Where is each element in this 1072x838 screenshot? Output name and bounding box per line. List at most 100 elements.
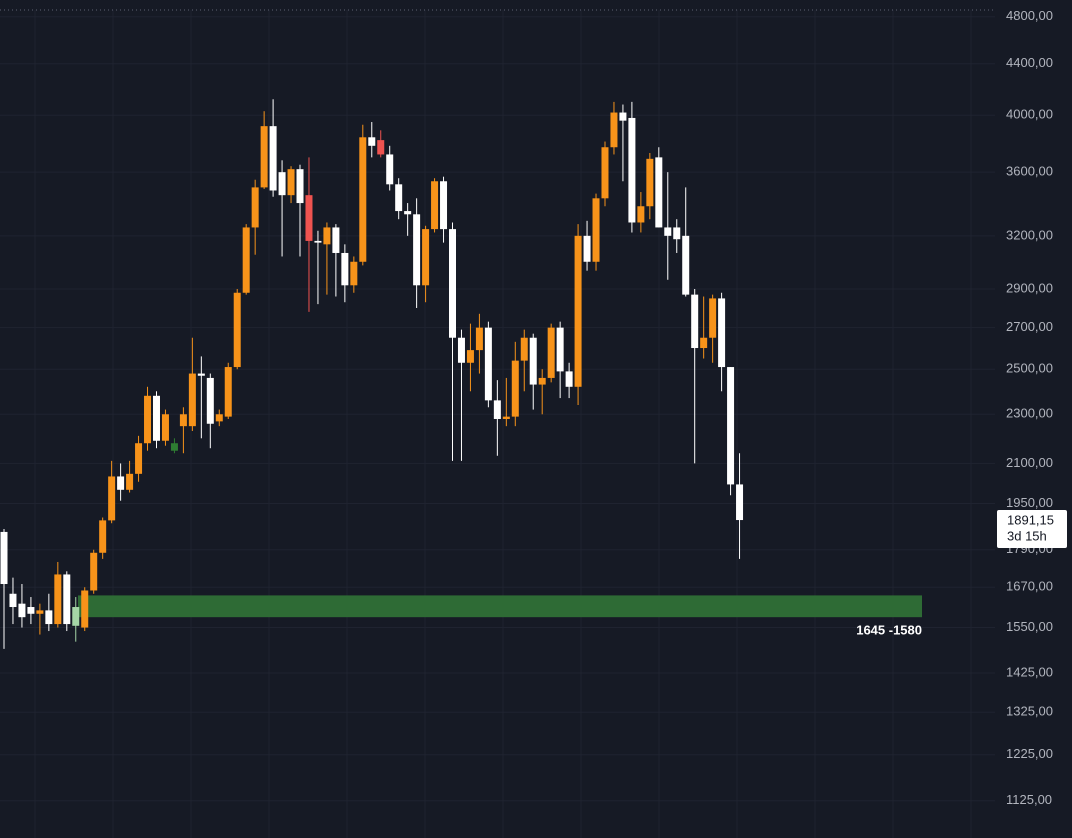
candle-body bbox=[233, 292, 241, 368]
candle-body bbox=[556, 327, 564, 372]
candle-body bbox=[215, 414, 223, 422]
y-tick-label: 4000,00 bbox=[1006, 107, 1053, 122]
y-tick-label: 3600,00 bbox=[1006, 164, 1053, 179]
candle-body bbox=[314, 240, 322, 243]
candle-body bbox=[466, 350, 474, 363]
candle-body bbox=[431, 181, 439, 230]
candle-body bbox=[395, 184, 403, 212]
candle-body bbox=[727, 367, 735, 485]
candle-body bbox=[9, 593, 17, 608]
candle-body bbox=[323, 227, 331, 245]
y-tick-label: 1125,00 bbox=[1006, 792, 1052, 807]
candle-body bbox=[422, 229, 430, 286]
candle-body bbox=[718, 298, 726, 368]
zone-label: 1645 -1580 bbox=[856, 623, 922, 638]
candle-body bbox=[583, 235, 591, 262]
candle-body bbox=[368, 137, 376, 146]
candle-body bbox=[691, 294, 699, 349]
candle-body bbox=[440, 181, 448, 230]
candle-body bbox=[350, 261, 358, 286]
candle-body bbox=[135, 443, 143, 474]
candle-body bbox=[179, 414, 187, 427]
candle-body bbox=[287, 169, 295, 196]
candle-body bbox=[404, 211, 412, 215]
y-axis: 4800,00 4400,00 4000,00 3600,00 3200,00 2900,… bbox=[997, 8, 1067, 807]
plot-area: 1645 -1580 bbox=[0, 99, 922, 649]
candle-body bbox=[332, 227, 340, 253]
candle-body bbox=[278, 172, 286, 196]
candle-body bbox=[538, 377, 546, 385]
candle-body bbox=[511, 360, 519, 417]
candle-body bbox=[646, 158, 654, 207]
candle-body bbox=[45, 610, 53, 625]
candle-body bbox=[126, 473, 134, 490]
y-tick-label: 4400,00 bbox=[1006, 55, 1053, 70]
candle-body bbox=[63, 574, 71, 625]
candle-body bbox=[736, 484, 744, 521]
candle-body bbox=[242, 227, 250, 293]
candle-body bbox=[269, 126, 277, 191]
candle-body bbox=[81, 590, 89, 628]
candle-body bbox=[628, 117, 636, 223]
candle-body bbox=[682, 235, 690, 295]
candle-body bbox=[36, 610, 44, 614]
candle-body bbox=[359, 137, 367, 262]
candle-body bbox=[27, 607, 35, 614]
candle-body bbox=[0, 531, 8, 585]
candle-body bbox=[493, 400, 501, 419]
candle-body bbox=[457, 337, 465, 363]
candle-body bbox=[655, 157, 663, 228]
candle-body bbox=[161, 414, 169, 441]
candle-body bbox=[197, 373, 205, 376]
price-box bbox=[997, 510, 1067, 549]
candle-body bbox=[637, 206, 645, 223]
candle-body bbox=[520, 337, 528, 361]
candle-body bbox=[90, 552, 98, 591]
candle-body bbox=[99, 520, 107, 553]
candle-body bbox=[529, 337, 537, 385]
candle-body bbox=[664, 227, 672, 236]
zone bbox=[78, 595, 922, 618]
candle-body bbox=[502, 416, 510, 419]
candle-body bbox=[54, 574, 62, 625]
candle-body bbox=[170, 443, 178, 451]
candle-body bbox=[117, 476, 125, 490]
candle-body bbox=[188, 373, 196, 427]
y-tick-label: 2100,00 bbox=[1006, 455, 1053, 470]
y-tick-label: 3200,00 bbox=[1006, 227, 1053, 242]
candle-body bbox=[260, 126, 268, 188]
candle-body bbox=[305, 195, 313, 241]
candle-body bbox=[413, 214, 421, 286]
candle-body bbox=[601, 147, 609, 199]
y-tick-label: 2700,00 bbox=[1006, 319, 1053, 334]
y-tick-label: 2900,00 bbox=[1006, 280, 1053, 295]
candle-body bbox=[547, 327, 555, 378]
candle-body bbox=[206, 377, 214, 424]
candle-body bbox=[574, 235, 582, 387]
candle-body bbox=[341, 252, 349, 286]
candle-body bbox=[296, 169, 304, 204]
candle-body bbox=[565, 371, 573, 387]
candle-body bbox=[18, 603, 26, 618]
y-tick-label: 1425,00 bbox=[1006, 664, 1053, 679]
candle-body bbox=[700, 337, 708, 349]
candle-body bbox=[592, 198, 600, 262]
candle-body bbox=[610, 112, 618, 148]
y-tick-label: 1225,00 bbox=[1006, 746, 1053, 761]
candle-body bbox=[449, 229, 456, 338]
candle-body bbox=[152, 395, 160, 441]
candle-body bbox=[484, 327, 492, 401]
y-tick-label: 1325,00 bbox=[1006, 704, 1053, 719]
y-tick-label: 1950,00 bbox=[1006, 495, 1053, 510]
candle-body bbox=[72, 607, 80, 626]
y-tick-label: 2500,00 bbox=[1006, 361, 1053, 376]
candle-body bbox=[673, 227, 681, 240]
candle-body bbox=[475, 327, 483, 351]
candle-body bbox=[224, 367, 232, 417]
y-tick-label: 1550,00 bbox=[1006, 619, 1053, 634]
candle-body bbox=[144, 395, 152, 444]
candle-body bbox=[108, 476, 116, 521]
candle-body bbox=[386, 154, 394, 185]
